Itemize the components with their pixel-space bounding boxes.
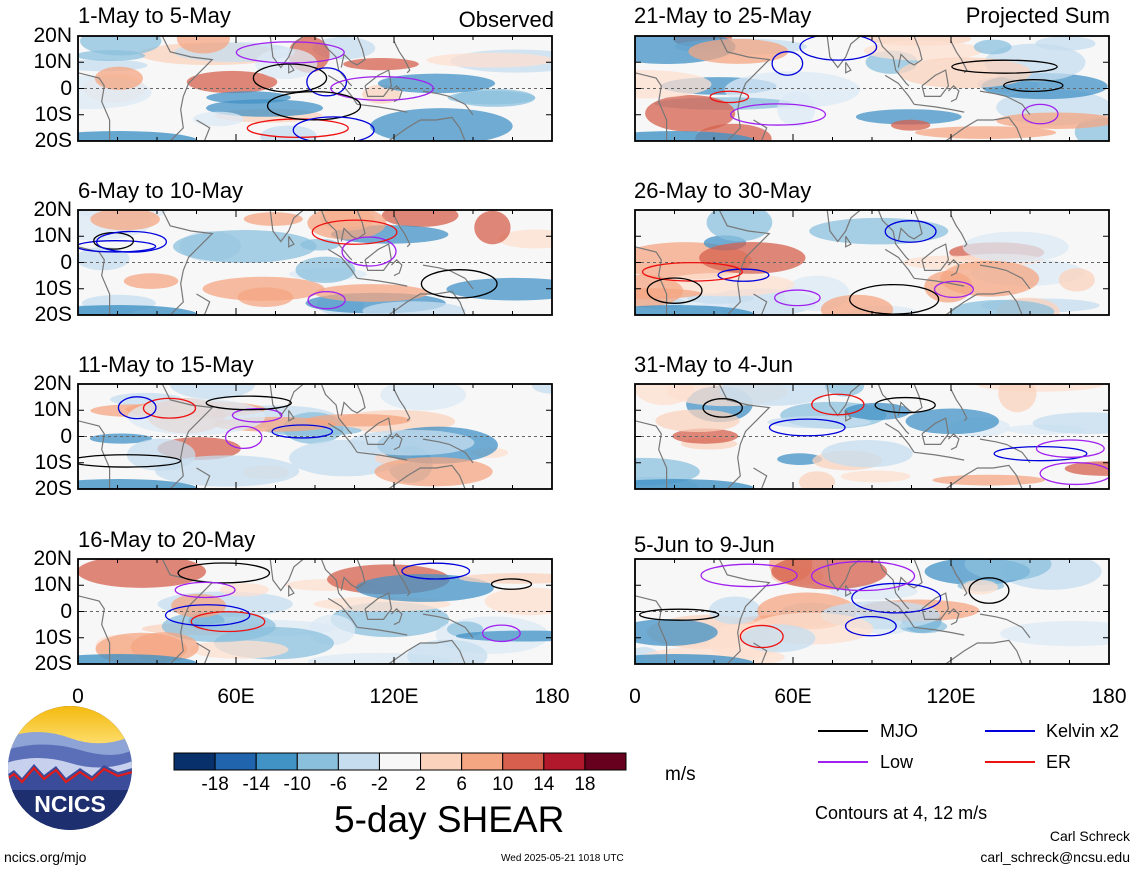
panel-title-8: 5-Jun to 9-Jun: [634, 532, 775, 557]
lat-label: 0: [60, 250, 72, 274]
legend-label-mjo: MJO: [880, 721, 918, 741]
footer-author: Carl Schreck: [1049, 828, 1130, 844]
lat-label: 10S: [34, 276, 72, 300]
legend-label-kelvin: Kelvin x2: [1046, 721, 1120, 741]
colorbar-swatch: [584, 752, 627, 771]
panel-title-4: 16-May to 20-May: [78, 527, 256, 552]
colorbar-swatch: [543, 752, 586, 771]
colorbar-swatch: [378, 752, 422, 771]
lat-label: 10N: [33, 224, 72, 248]
colorbar-tick: -14: [242, 774, 270, 795]
lat-label: 20S: [34, 652, 72, 675]
colorbar-title: 5-day SHEAR: [334, 799, 565, 840]
lat-label: 20N: [33, 198, 72, 221]
ncics-logo: NCICS: [8, 706, 132, 830]
footer-url: ncics.org/mjo: [4, 849, 87, 865]
colorbar-tick: 18: [574, 774, 596, 795]
panel-title-2: 6-May to 10-May: [78, 178, 244, 203]
panel-tag-observed: Observed: [458, 7, 554, 32]
panel-title-5: 21-May to 25-May: [634, 3, 812, 28]
colorbar: [173, 752, 627, 771]
lat-label: 10S: [34, 450, 72, 474]
footer-email: carl_schreck@ncsu.edu: [980, 849, 1130, 865]
contour-note: Contours at 4, 12 m/s: [815, 803, 988, 823]
map-panel-6: [634, 209, 1110, 316]
lon-label: 60E: [774, 685, 812, 708]
lat-label: 10S: [34, 625, 72, 649]
lat-label: 20N: [33, 24, 72, 47]
lat-label: 0: [60, 599, 72, 623]
lon-label: 0: [629, 685, 641, 708]
lon-label: 0: [72, 685, 84, 708]
panel-title-6: 26-May to 30-May: [634, 178, 812, 203]
colorbar-swatch: [337, 752, 380, 771]
lat-label: 0: [60, 76, 72, 100]
map-panel-7: [634, 383, 1110, 490]
map-panel-2: [77, 209, 553, 316]
colorbar-tick: 10: [492, 774, 514, 795]
map-panel-3: [77, 383, 553, 490]
lat-label: 20S: [34, 303, 72, 326]
lat-label: 20N: [33, 372, 72, 395]
lon-label: 120E: [926, 685, 976, 708]
panel-title-3: 11-May to 15-May: [78, 352, 254, 377]
panel-title-1: 1-May to 5-May: [78, 3, 231, 28]
footer-timestamp: Wed 2025-05-21 1018 UTC: [501, 853, 624, 864]
map-panel-4: [77, 558, 553, 665]
colorbar-tick: -10: [283, 774, 311, 795]
lon-label: 180: [534, 685, 570, 708]
lon-label: 120E: [369, 685, 419, 708]
lat-label: 10N: [33, 573, 72, 597]
map-panels: [77, 35, 1110, 665]
colorbar-tick: 14: [533, 774, 555, 795]
lat-label: 20N: [33, 547, 72, 570]
colorbar-swatch: [214, 752, 257, 771]
panel-tag-projected: Projected Sum: [965, 3, 1110, 28]
colorbar-tick: -18: [201, 774, 229, 795]
legend-lines: [818, 730, 1035, 763]
lat-label: 10N: [33, 398, 72, 422]
colorbar-tick: -2: [371, 774, 388, 795]
map-panel-1: [77, 35, 553, 142]
lat-label: 20S: [34, 129, 72, 152]
legend-label-low: Low: [880, 752, 914, 772]
colorbar-tick: 6: [456, 774, 467, 795]
colorbar-tick: 2: [415, 774, 426, 795]
lat-label: 10N: [33, 50, 72, 74]
panel-title-7: 31-May to 4-Jun: [634, 352, 793, 377]
colorbar-swatch: [420, 752, 463, 771]
colorbar-tick: -6: [329, 774, 347, 795]
colorbar-swatch: [502, 752, 545, 771]
lon-label: 180: [1091, 685, 1127, 708]
colorbar-swatch: [296, 752, 339, 771]
map-panel-5: [634, 35, 1110, 142]
lat-label: 0: [60, 424, 72, 448]
logo-text: NCICS: [34, 791, 106, 817]
colorbar-swatch: [255, 752, 298, 771]
colorbar-unit: m/s: [665, 764, 696, 785]
lon-label: 60E: [217, 685, 255, 708]
colorbar-swatch: [461, 752, 504, 771]
legend-label-er: ER: [1046, 752, 1072, 772]
lat-label: 10S: [34, 102, 72, 126]
lat-label: 20S: [34, 477, 72, 500]
map-panel-8: [634, 558, 1110, 665]
colorbar-swatch: [173, 752, 216, 771]
